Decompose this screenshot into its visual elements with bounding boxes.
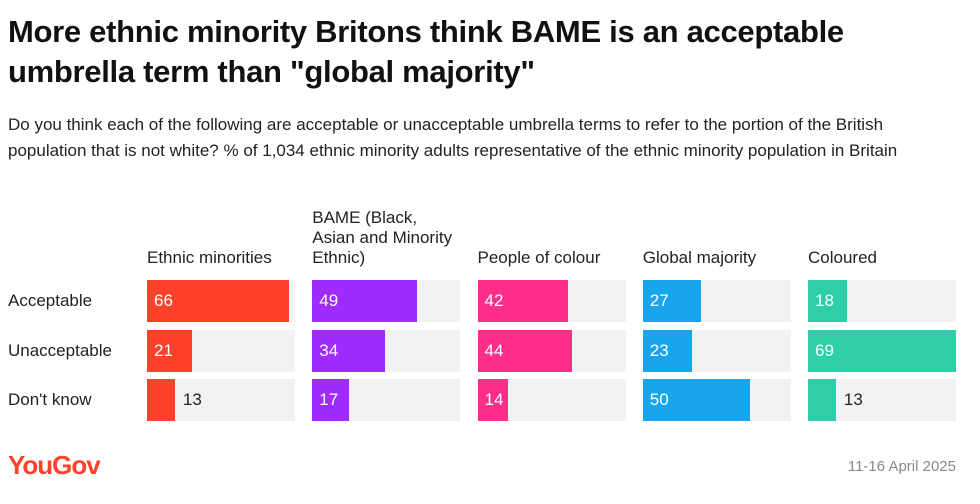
bar [642,329,693,372]
bar [147,379,175,421]
bar [312,329,386,372]
row-label: Acceptable [8,291,93,310]
bar [312,280,418,322]
bar [477,280,568,322]
value-label: 44 [484,340,504,360]
value-label: 50 [649,390,669,409]
bar [808,329,956,372]
chart-subtitle: Do you think each of the following are a… [8,115,898,160]
value-label: 13 [843,390,863,409]
value-label: 42 [484,291,504,310]
bar [642,280,701,322]
date: 11-16 April 2025 [847,458,956,475]
legend-label: Global majority [642,248,757,267]
bar [808,280,847,322]
value-label: 17 [319,390,339,409]
bar [147,329,193,372]
value-label: 13 [182,390,202,409]
value-label: 21 [154,340,173,360]
row-label: Don't know [8,390,92,409]
value-label: 69 [815,340,834,360]
value-label: 34 [319,340,339,360]
value-label: 14 [484,390,504,409]
legend-label: Ethnic minorities [147,248,272,267]
bar [147,280,289,322]
chart-title: More ethnic minority Britons think BAME … [8,14,844,89]
value-label: 23 [649,340,669,360]
bar [808,379,836,421]
bar [642,379,750,421]
legend-label: BAME (Black, Asian and Minority Ethnic) [312,208,453,267]
legend-label: People of colour [477,248,601,267]
bar [312,379,349,421]
value-label: 27 [649,291,669,310]
bar [477,379,508,421]
source-logo: YouGov [8,450,101,480]
row-label: Unacceptable [8,340,112,360]
value-label: 66 [154,291,173,310]
value-label: 18 [815,291,834,310]
legend-label: Coloured [808,248,877,267]
bar [477,329,572,372]
value-label: 49 [319,291,339,310]
